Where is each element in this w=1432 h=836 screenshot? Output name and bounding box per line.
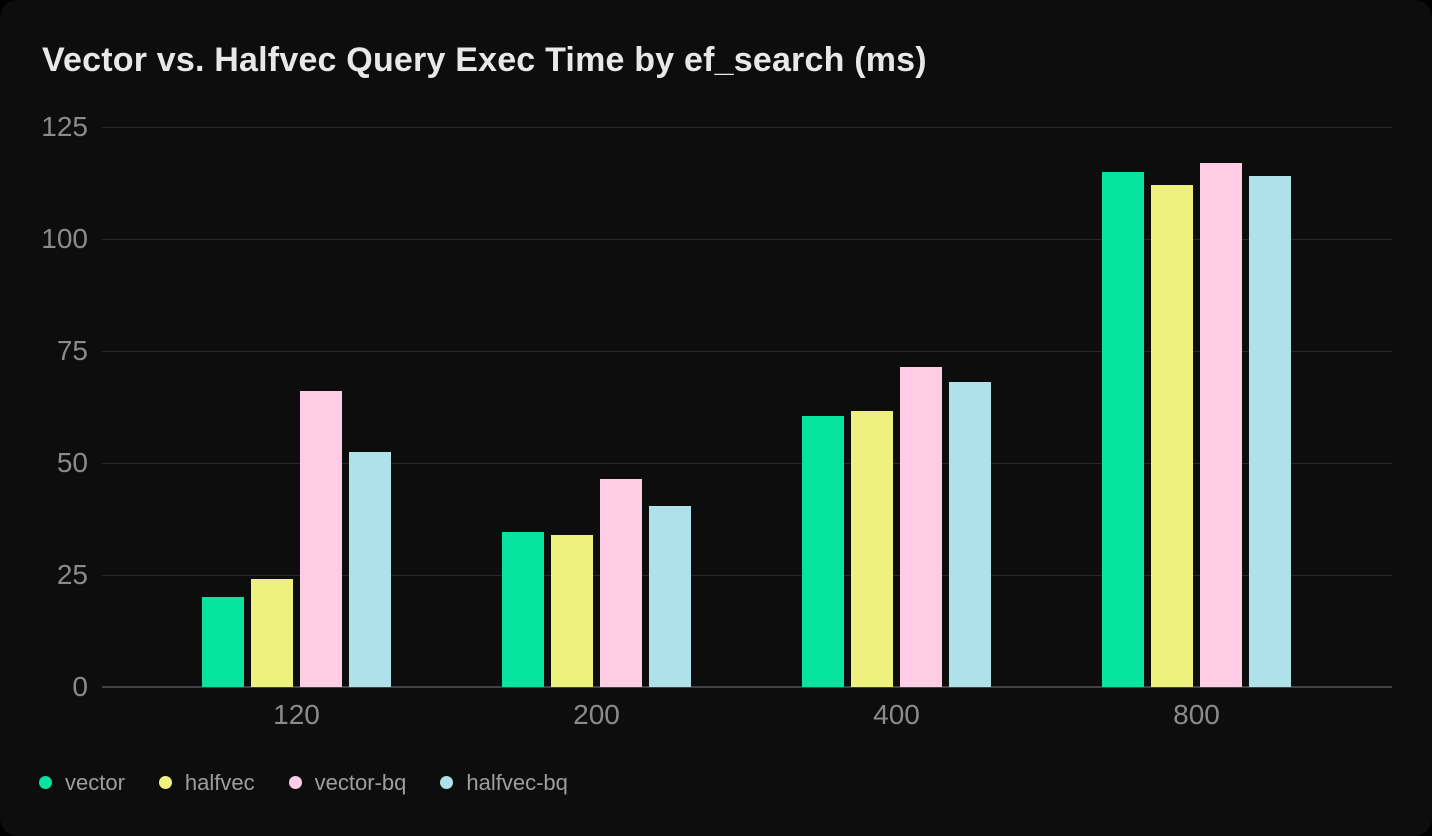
legend-dot-icon: [158, 776, 172, 789]
y-axis-tick-label: 75: [56, 335, 88, 366]
y-axis-tick-label: 0: [72, 671, 88, 702]
bar-halfvec-bq-800[interactable]: [1249, 176, 1291, 687]
bar-vector-400[interactable]: [802, 415, 844, 687]
gridline: [102, 463, 1392, 464]
x-axis-tick-label: 200: [573, 699, 620, 730]
gridline: [102, 351, 1392, 352]
gridline: [102, 239, 1392, 240]
bar-vector-bq-120[interactable]: [300, 391, 342, 687]
y-axis-tick-label: 50: [56, 447, 88, 478]
bar-halfvec-bq-200[interactable]: [649, 505, 691, 687]
bar-vector-200[interactable]: [502, 532, 544, 687]
legend-label: vector: [65, 770, 125, 795]
x-axis-tick-label: 800: [1173, 699, 1220, 730]
legend-dot-icon: [39, 776, 52, 789]
legend-dot-icon: [288, 776, 302, 789]
bar-halfvec-120[interactable]: [251, 579, 293, 687]
gridline: [102, 127, 1392, 128]
bar-halfvec-bq-400[interactable]: [949, 382, 991, 687]
bar-vector-bq-800[interactable]: [1200, 162, 1242, 687]
legend-dot-icon: [440, 776, 454, 789]
gridline: [102, 575, 1392, 576]
legend-item-vector[interactable]: vector: [39, 768, 125, 797]
bar-halfvec-800[interactable]: [1151, 185, 1193, 687]
legend-label: halfvec: [184, 770, 255, 795]
bar-vector-800[interactable]: [1102, 171, 1144, 687]
bar-halfvec-bq-120[interactable]: [349, 451, 391, 687]
x-axis-tick-label: 120: [273, 699, 320, 730]
bar-vector-120[interactable]: [202, 597, 244, 687]
legend-label: vector-bq: [314, 770, 407, 795]
x-axis-tick-label: 400: [873, 699, 920, 730]
bar-halfvec-400[interactable]: [851, 411, 893, 687]
legend-item-halfvec-bq[interactable]: halfvec-bq: [440, 768, 568, 797]
y-axis-tick-label: 125: [41, 111, 88, 142]
y-axis-tick-label: 25: [56, 559, 88, 590]
y-axis-tick-label: 100: [41, 223, 88, 254]
bar-vector-bq-200[interactable]: [600, 478, 642, 687]
legend-label: halfvec-bq: [466, 770, 568, 795]
chart-title: Vector vs. Halfvec Query Exec Time by ef…: [42, 41, 927, 79]
bar-vector-bq-400[interactable]: [900, 366, 942, 687]
x-axis-line: [102, 686, 1392, 688]
bar-halfvec-200[interactable]: [551, 534, 593, 687]
legend-item-vector-bq[interactable]: vector-bq: [288, 768, 407, 797]
legend: vector halfvec vector-bq halfvec-bq: [39, 768, 568, 797]
legend-item-halfvec[interactable]: halfvec: [158, 768, 255, 797]
